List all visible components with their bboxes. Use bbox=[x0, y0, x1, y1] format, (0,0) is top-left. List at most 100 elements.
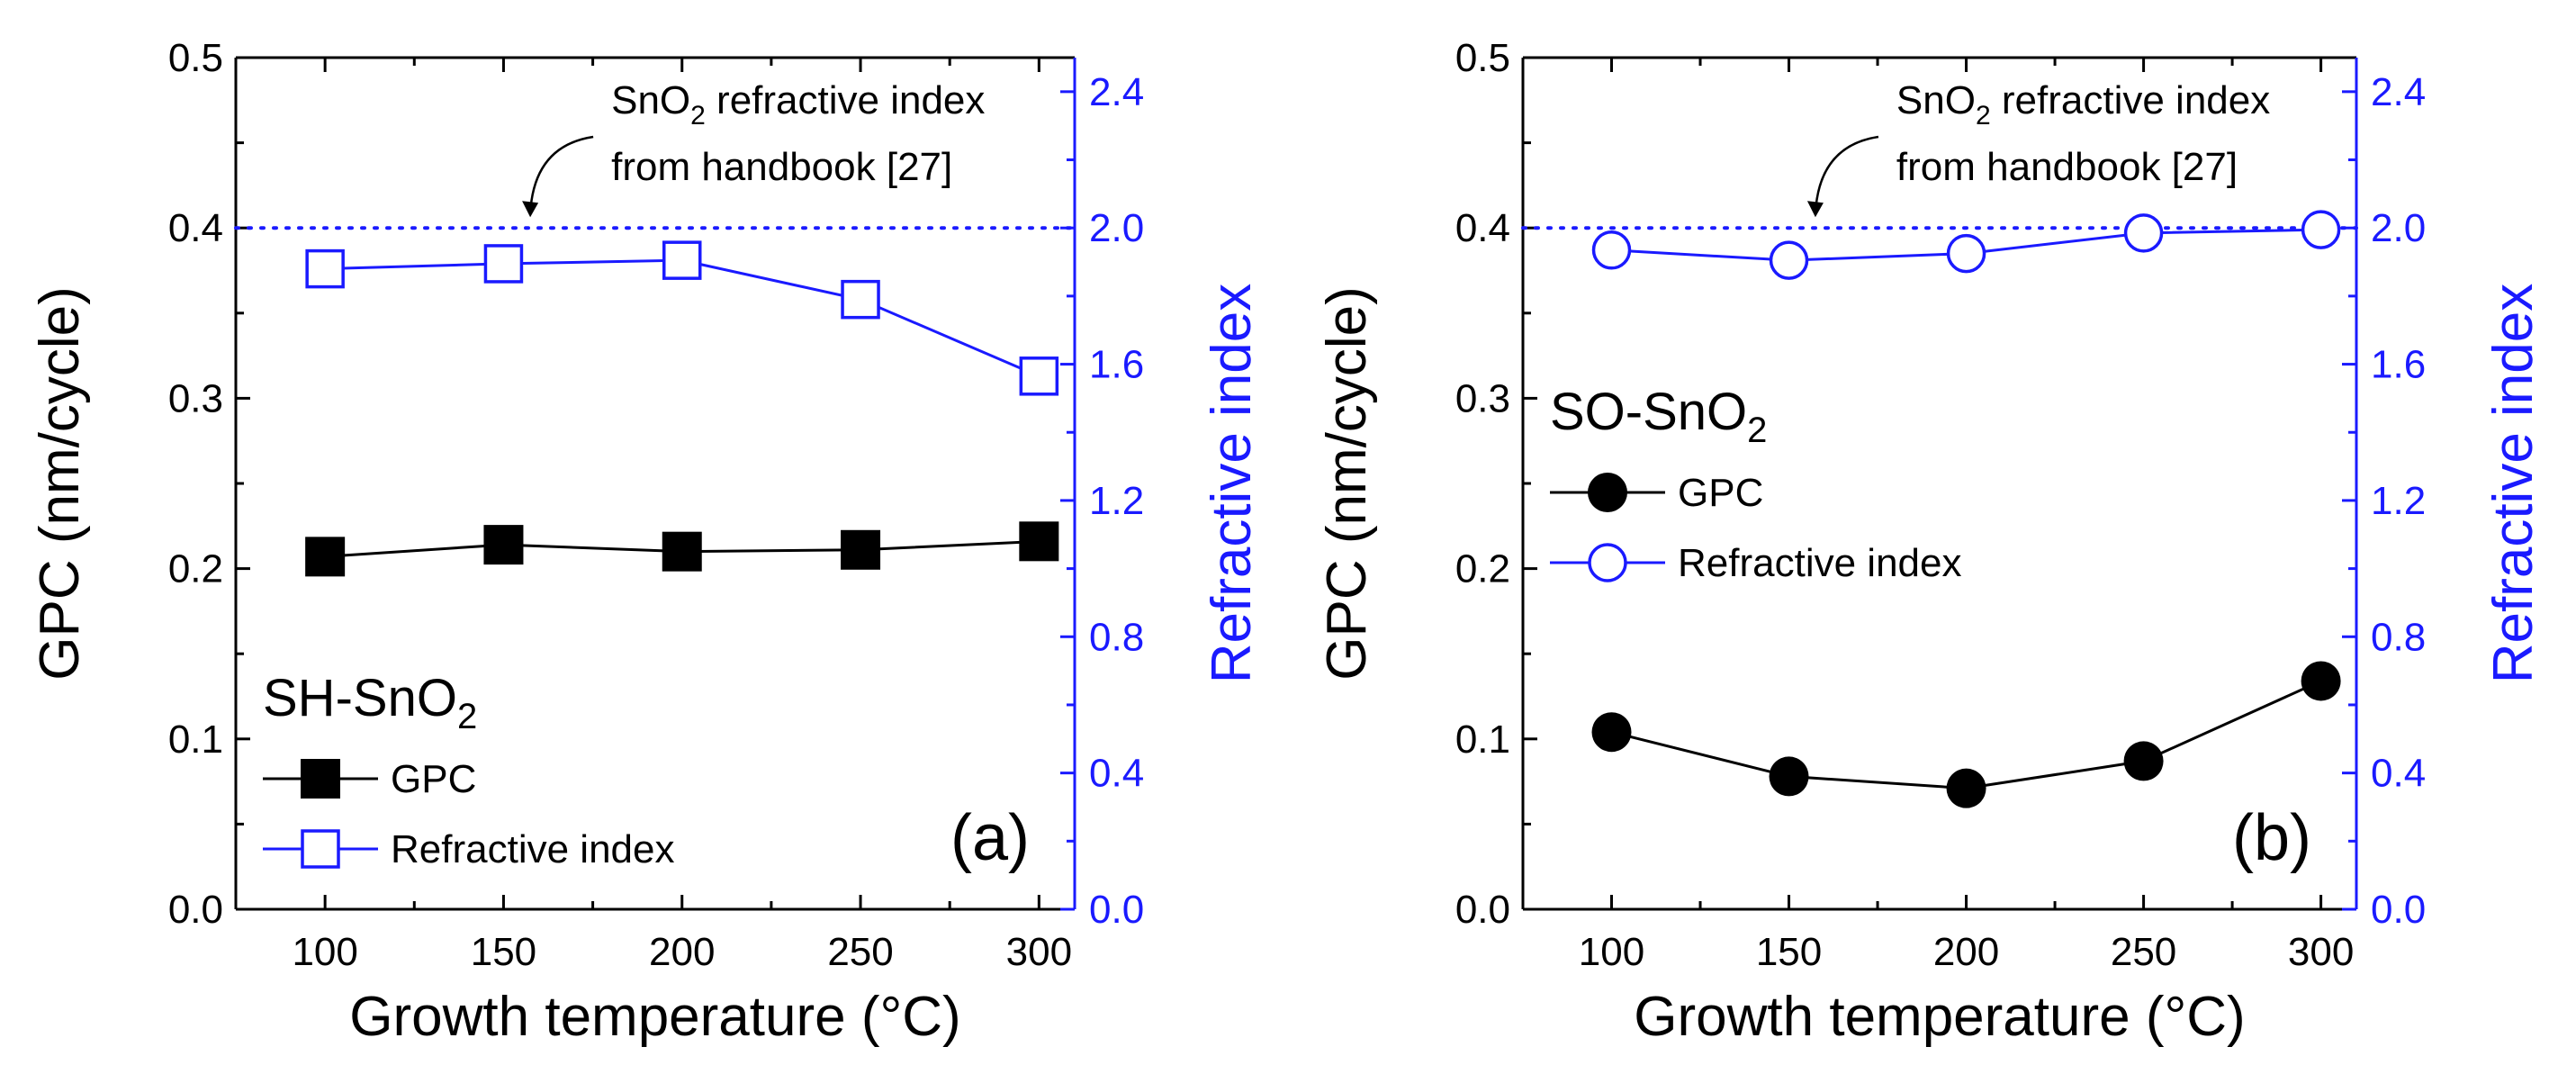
y2-tick-label: 2.4 bbox=[2371, 70, 2426, 114]
sample-label-subscript: 2 bbox=[457, 697, 477, 736]
x-tick-label: 100 bbox=[1579, 930, 1644, 974]
x-axis-title: Growth temperature (°C) bbox=[349, 986, 960, 1048]
x-tick-label: 100 bbox=[292, 930, 357, 974]
data-point bbox=[1946, 768, 1986, 808]
y-tick-label: 0.1 bbox=[1455, 717, 1510, 762]
y2-tick-label: 0.4 bbox=[1089, 752, 1144, 796]
x-tick-label: 200 bbox=[1933, 930, 1999, 974]
sample-label-prefix: SH-SnO bbox=[263, 669, 457, 727]
annotation-arrowhead bbox=[522, 201, 539, 218]
annotation-suffix: refractive index bbox=[1991, 78, 2271, 122]
annotation-line-2: from handbook [27] bbox=[611, 145, 952, 189]
y2-tick-label: 0.0 bbox=[2371, 888, 2426, 932]
annotation-subscript: 2 bbox=[690, 101, 706, 131]
legend-marker bbox=[301, 829, 340, 869]
y2-tick-label: 1.2 bbox=[2371, 479, 2426, 523]
legend-marker bbox=[1588, 543, 1627, 582]
y-axis-title: GPC (nm/cycle) bbox=[1316, 286, 1378, 680]
y-tick-label: 0.0 bbox=[168, 888, 223, 932]
y-tick-label: 0.2 bbox=[168, 547, 223, 591]
sample-label-prefix: SO-SnO bbox=[1550, 383, 1747, 441]
y-tick-label: 0.3 bbox=[1455, 376, 1510, 420]
sample-label: SH-SnO2 bbox=[263, 669, 477, 736]
data-point bbox=[841, 279, 880, 320]
data-point bbox=[483, 244, 524, 284]
legend-label: Refractive index bbox=[391, 827, 674, 871]
annotation-line-1: SnO2 refractive index bbox=[1896, 78, 2270, 131]
y2-tick-label: 1.6 bbox=[1089, 343, 1144, 387]
data-point bbox=[841, 529, 881, 570]
x-tick-label: 200 bbox=[649, 930, 715, 974]
data-point bbox=[305, 248, 345, 289]
y-tick-label: 0.5 bbox=[1455, 36, 1510, 80]
data-point bbox=[483, 525, 524, 565]
sample-label: SO-SnO2 bbox=[1550, 383, 1767, 450]
y2-tick-label: 1.6 bbox=[2371, 343, 2426, 387]
chart-panel-b: 100 150 200 250 300 0.0 0.1 0.2 0.3 0.4 0.5 0.0 0.4 0… bbox=[1316, 36, 2544, 1048]
y-tick-label: 0.4 bbox=[168, 206, 223, 250]
y2-tick-label: 0.0 bbox=[1089, 888, 1144, 932]
annotation-arrowhead bbox=[1806, 201, 1824, 218]
data-point bbox=[2301, 210, 2341, 249]
data-point bbox=[1591, 712, 1632, 753]
annotation-line-1: SnO2 refractive index bbox=[611, 78, 985, 131]
y-tick-label: 0.1 bbox=[168, 717, 223, 762]
data-point bbox=[1769, 756, 1809, 797]
y-tick-label: 0.4 bbox=[1455, 206, 1510, 250]
data-point bbox=[1591, 230, 1632, 270]
y2-tick-label: 0.8 bbox=[1089, 615, 1144, 659]
data-point bbox=[1946, 233, 1986, 274]
y-tick-label: 0.3 bbox=[168, 376, 223, 420]
data-point bbox=[2301, 661, 2341, 701]
series-gpc bbox=[1591, 661, 2341, 808]
legend-marker bbox=[1588, 473, 1627, 512]
y2-tick-label: 2.4 bbox=[1089, 70, 1144, 114]
x-tick-label: 250 bbox=[2111, 930, 2176, 974]
annotation-line-2: from handbook [27] bbox=[1896, 145, 2238, 189]
y2-tick-label: 0.8 bbox=[2371, 615, 2426, 659]
y2-axis-title: Refractive index bbox=[1201, 284, 1263, 684]
y-tick-label: 0.2 bbox=[1455, 547, 1510, 591]
legend-item-gpc: GPC bbox=[263, 757, 476, 801]
series-refractive-index bbox=[305, 240, 1059, 396]
legend-marker bbox=[301, 759, 340, 799]
y-axis-title: GPC (nm/cycle) bbox=[29, 286, 91, 680]
x-tick-label: 150 bbox=[471, 930, 536, 974]
data-point bbox=[2123, 741, 2164, 781]
y2-axis-title: Refractive index bbox=[2482, 284, 2544, 684]
data-point bbox=[662, 240, 702, 280]
y2-tick-label: 0.4 bbox=[2371, 752, 2426, 796]
legend-item-refractive-index: Refractive index bbox=[1550, 541, 1961, 585]
x-axis-title: Growth temperature (°C) bbox=[1634, 986, 2245, 1048]
annotation-prefix: SnO bbox=[611, 78, 690, 122]
x-tick-label: 300 bbox=[1006, 930, 1072, 974]
annotation-suffix: refractive index bbox=[706, 78, 986, 122]
annotation-prefix: SnO bbox=[1896, 78, 1976, 122]
y-tick-label: 0.5 bbox=[168, 36, 223, 80]
annotation-subscript: 2 bbox=[1976, 101, 1991, 131]
y2-tick-label: 2.0 bbox=[2371, 206, 2426, 250]
legend-label: Refractive index bbox=[1678, 541, 1961, 585]
legend-item-refractive-index: Refractive index bbox=[263, 827, 674, 871]
x-tick-label: 250 bbox=[827, 930, 893, 974]
series-gpc bbox=[305, 521, 1059, 577]
legend-label: GPC bbox=[391, 757, 476, 801]
y2-tick-label: 2.0 bbox=[1089, 206, 1144, 250]
x-tick-label: 150 bbox=[1756, 930, 1822, 974]
x-tick-label: 300 bbox=[2288, 930, 2354, 974]
panel-label: (b) bbox=[2232, 802, 2311, 874]
data-point bbox=[1019, 356, 1059, 396]
data-point bbox=[305, 537, 346, 577]
sample-label-subscript: 2 bbox=[1747, 411, 1767, 450]
data-point bbox=[1769, 240, 1809, 280]
chart-panel-a: 100 150 200 250 300 0.0 0.1 0.2 0.3 0.4 0.5 0.0 0.4 0… bbox=[29, 36, 1263, 1048]
data-point bbox=[662, 531, 702, 572]
data-point bbox=[1019, 521, 1059, 562]
legend-item-gpc: GPC bbox=[1550, 471, 1763, 515]
annotation-arrow bbox=[528, 135, 594, 214]
data-point bbox=[2123, 213, 2164, 253]
legend-label: GPC bbox=[1678, 471, 1763, 515]
series-refractive-index bbox=[1591, 210, 2341, 280]
panel-label: (a) bbox=[950, 802, 1030, 874]
